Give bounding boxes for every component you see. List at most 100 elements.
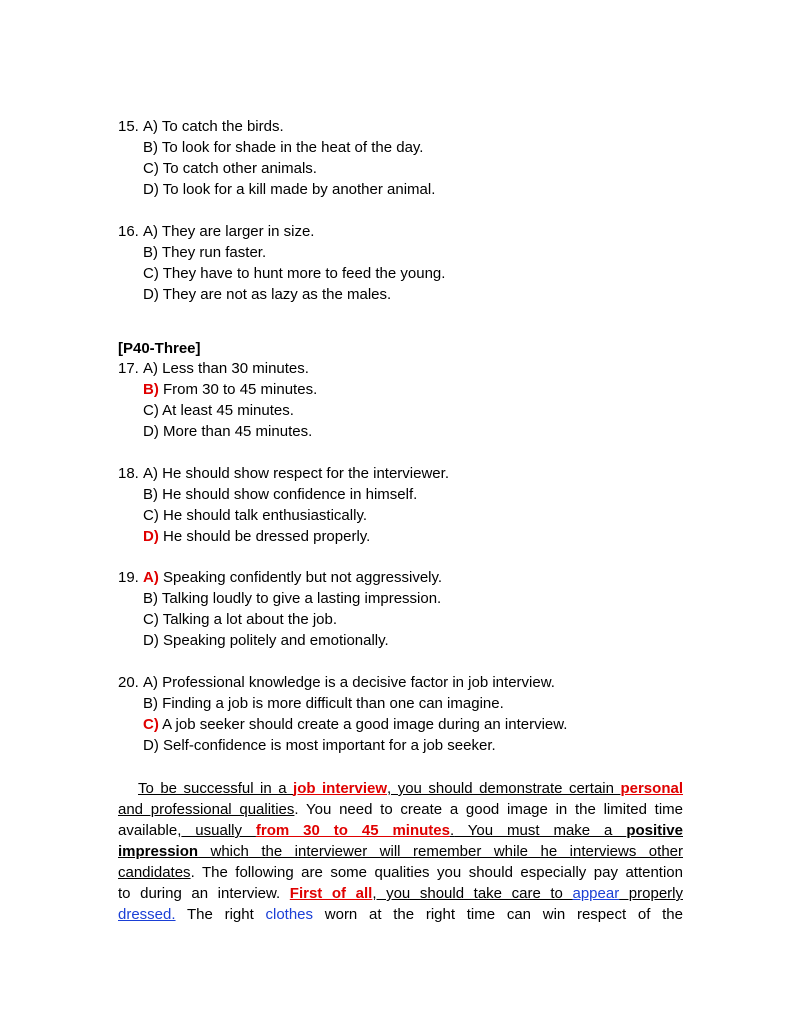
option-letter: C) xyxy=(143,507,159,524)
option-text: They are not as lazy as the males. xyxy=(162,286,392,303)
option-letter: A) xyxy=(143,118,158,135)
run: , you should take care to xyxy=(372,885,573,902)
paragraph-line: available, usually from 30 to 45 minutes… xyxy=(118,820,683,841)
option: D) Self-confidence is most important for… xyxy=(143,736,496,756)
option: B) From 30 to 45 minutes. xyxy=(143,380,317,400)
option-letter: D) xyxy=(143,423,159,440)
question-number: 15. xyxy=(118,118,139,135)
run: . You need to create a good image in the… xyxy=(294,801,683,818)
option-text: They run faster. xyxy=(161,244,267,261)
run: from 30 to 45 minutes xyxy=(255,822,450,839)
option: C) Talking a lot about the job. xyxy=(143,610,337,630)
run: dressed. xyxy=(118,906,176,923)
option-letter: C) xyxy=(143,160,159,177)
option-letter: D) xyxy=(143,632,159,649)
option: D) More than 45 minutes. xyxy=(143,422,312,442)
option-letter: D) xyxy=(143,528,159,545)
option-letter: B) xyxy=(143,695,158,712)
paragraph-line: To be successful in a job interview, you… xyxy=(118,778,683,799)
run: . The following are some qualities you s… xyxy=(190,864,683,881)
run: properly xyxy=(619,885,683,902)
option-text: He should be dressed properly. xyxy=(163,528,371,545)
run: personal xyxy=(620,780,683,797)
run: To be successful in a xyxy=(138,780,294,797)
option: A) To catch the birds. xyxy=(143,117,284,137)
option-letter: A) xyxy=(143,360,158,377)
option: B) To look for shade in the heat of the … xyxy=(143,138,423,158)
option: A) Less than 30 minutes. xyxy=(143,359,309,379)
run: which the interviewer will remember whil… xyxy=(198,843,684,860)
option-text: They are larger in size. xyxy=(161,223,315,240)
option: C) A job seeker should create a good ima… xyxy=(143,715,567,735)
option-text: He should show confidence in himself. xyxy=(162,486,418,503)
option: B) They run faster. xyxy=(143,243,266,263)
option: B) Talking loudly to give a lasting impr… xyxy=(143,589,441,609)
question-number: 16. xyxy=(118,223,139,240)
paragraph-line: to during an interview. First of all, yo… xyxy=(118,883,683,904)
option-text: Talking loudly to give a lasting impress… xyxy=(161,590,442,607)
option-letter: A) xyxy=(143,465,158,482)
option-letter: C) xyxy=(143,716,159,733)
option-text: Talking a lot about the job. xyxy=(162,611,338,628)
option-text: To look for a kill made by another anima… xyxy=(162,181,436,198)
option-text: Speaking confidently but not aggressivel… xyxy=(163,569,443,586)
paragraph-line: and professional qualities. You need to … xyxy=(118,799,683,820)
option-letter: C) xyxy=(143,265,159,282)
option-text: Finding a job is more difficult than one… xyxy=(162,695,504,712)
paragraph-line: impression which the interviewer will re… xyxy=(118,841,683,862)
run: job interview xyxy=(293,780,388,797)
run: First of all xyxy=(289,885,373,902)
option-letter: A) xyxy=(143,223,158,240)
run: impression xyxy=(118,843,199,860)
option: C) They have to hunt more to feed the yo… xyxy=(143,264,445,284)
run: . xyxy=(449,822,455,839)
run: available, xyxy=(118,822,182,839)
option: D) They are not as lazy as the males. xyxy=(143,285,391,305)
run: usually xyxy=(181,822,256,839)
run: worn at the right time can win respect o… xyxy=(313,906,683,923)
run: The right xyxy=(175,906,266,923)
option-text: Professional knowledge is a decisive fac… xyxy=(162,674,555,691)
option-letter: B) xyxy=(143,381,159,398)
option-text: To look for shade in the heat of the day… xyxy=(161,139,424,156)
question-number: 17. xyxy=(118,360,139,377)
section-header: [P40-Three] xyxy=(118,340,201,357)
option-text: He should talk enthusiastically. xyxy=(163,507,367,524)
option-letter: A) xyxy=(143,569,159,586)
option-text: He should show respect for the interview… xyxy=(162,465,449,482)
option: C) He should talk enthusiastically. xyxy=(143,506,367,526)
option-text: Speaking politely and emotionally. xyxy=(163,632,389,649)
run: You must make a xyxy=(454,822,627,839)
option-letter: C) xyxy=(143,402,159,419)
option: A) He should show respect for the interv… xyxy=(143,464,449,484)
paragraph-line: dressed. The right clothes worn at the r… xyxy=(118,904,683,925)
run: , you should demonstrate certain xyxy=(387,780,621,797)
run: and professional qualities xyxy=(118,801,295,818)
option-text: Self-confidence is most important for a … xyxy=(163,737,496,754)
option: A) They are larger in size. xyxy=(143,222,314,242)
paragraph: To be successful in a job interview, you… xyxy=(118,778,683,925)
option: C) To catch other animals. xyxy=(143,159,317,179)
option-letter: C) xyxy=(143,611,159,628)
option-text: Less than 30 minutes. xyxy=(162,360,309,377)
option: D) To look for a kill made by another an… xyxy=(143,180,435,200)
option: A) Professional knowledge is a decisive … xyxy=(143,673,555,693)
paragraph-line: candidates. The following are some quali… xyxy=(118,862,683,883)
option: B) Finding a job is more difficult than … xyxy=(143,694,504,714)
run: appear xyxy=(572,885,620,902)
run: positive xyxy=(626,822,683,839)
option-text: A job seeker should create a good image … xyxy=(162,716,568,733)
option-text: At least 45 minutes. xyxy=(162,402,294,419)
option-letter: D) xyxy=(143,737,159,754)
option-text: They have to hunt more to feed the young… xyxy=(162,265,446,282)
question-number: 20. xyxy=(118,674,139,691)
option-text: From 30 to 45 minutes. xyxy=(163,381,318,398)
option-text: To catch the birds. xyxy=(161,118,284,135)
option-text: More than 45 minutes. xyxy=(163,423,313,440)
option-letter: D) xyxy=(143,181,159,198)
option-letter: A) xyxy=(143,674,158,691)
option-text: To catch other animals. xyxy=(162,160,317,177)
run: clothes xyxy=(265,906,314,923)
run: candidates xyxy=(118,864,191,881)
